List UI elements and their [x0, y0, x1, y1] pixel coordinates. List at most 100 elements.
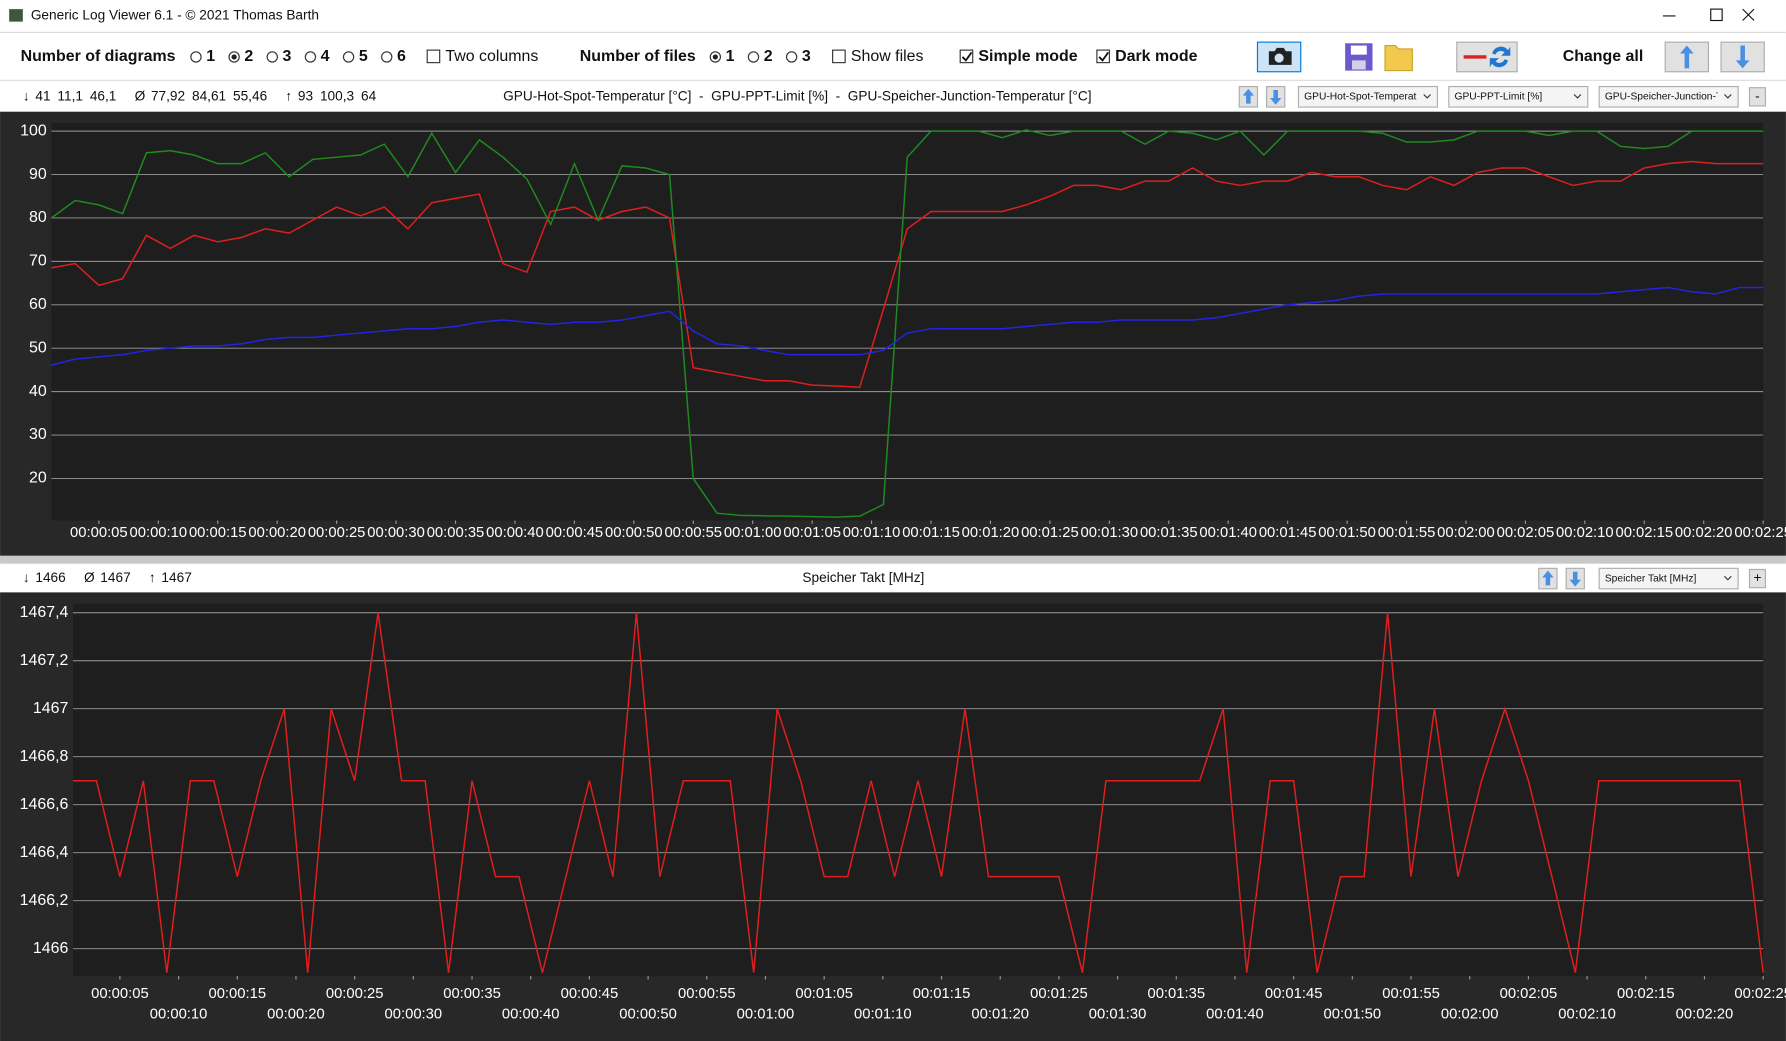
x-tick-label: 00:01:35	[1140, 525, 1198, 541]
stat-symbol: ↓	[23, 88, 30, 103]
y-tick-label: 60	[29, 296, 47, 313]
y-tick-label: 90	[29, 166, 47, 183]
arrow-icon	[1542, 570, 1554, 586]
checkbox-label: Dark mode	[1115, 48, 1198, 65]
radio-button[interactable]	[190, 51, 202, 63]
x-tick-label: 00:02:05	[1500, 986, 1558, 1002]
radio-label: 2	[764, 48, 773, 65]
x-tick-label: 00:02:00	[1437, 525, 1495, 541]
button-label: +	[1753, 570, 1761, 585]
x-tick-label: 00:01:55	[1382, 986, 1440, 1002]
x-tick-label: 00:00:50	[605, 525, 663, 541]
app-icon	[9, 9, 23, 22]
x-tick-label: 00:00:15	[189, 525, 247, 541]
diagram-title: Speicher Takt [MHz]	[802, 570, 924, 585]
stat-symbol: Ø	[135, 88, 146, 103]
window-title: Generic Log Viewer 6.1 - © 2021 Thomas B…	[31, 8, 319, 23]
remove-add-button[interactable]	[1748, 87, 1767, 107]
y-tick-label: 1466,8	[20, 748, 69, 765]
radio-button[interactable]	[266, 51, 278, 63]
diagram-title: GPU-Hot-Spot-Temperatur [°C] - GPU-PPT-L…	[503, 88, 1091, 103]
x-tick-label: 00:02:00	[1441, 1007, 1499, 1023]
radio-button[interactable]	[785, 51, 798, 63]
x-tick-label: 00:01:45	[1259, 525, 1317, 541]
dropdown-text: GPU-Speicher-Junction-Te	[1605, 92, 1727, 103]
dropdown-chevron	[1724, 94, 1732, 99]
x-tick-label: 00:00:50	[619, 1007, 677, 1023]
x-tick-label: 00:01:10	[854, 1007, 912, 1023]
button-label: -	[1755, 88, 1760, 103]
maximize-button[interactable]	[1710, 8, 1723, 22]
y-tick-label: 50	[29, 339, 47, 356]
stat-value: 46,1	[90, 88, 117, 103]
x-tick-label: 00:00:35	[427, 525, 485, 541]
checkbox[interactable]	[832, 49, 846, 64]
x-tick-label: 00:00:15	[208, 986, 266, 1002]
stat-value: 1467	[161, 570, 191, 585]
diagrams-label: Number of diagrams	[21, 48, 176, 65]
open-button[interactable]	[1384, 44, 1413, 72]
x-tick-label: 00:01:15	[902, 525, 960, 541]
x-tick-label: 00:00:25	[326, 986, 384, 1002]
x-tick-label: 00:00:55	[678, 986, 736, 1002]
radio-label: 1	[206, 48, 215, 65]
series-dropdown[interactable]	[1297, 85, 1438, 108]
radio-button[interactable]	[747, 51, 760, 63]
files-label: Number of files	[580, 48, 696, 65]
stat-symbol: ↑	[285, 88, 292, 103]
x-tick-label: 00:00:20	[248, 525, 306, 541]
series-line	[50, 129, 1764, 518]
series-dropdown[interactable]	[1448, 85, 1589, 108]
x-tick-label: 00:00:25	[308, 525, 366, 541]
radio-label: 6	[397, 48, 406, 65]
x-tick-label: 00:02:05	[1497, 525, 1555, 541]
x-tick-label: 00:01:25	[1021, 525, 1079, 541]
x-tick-label: 00:01:05	[795, 986, 853, 1002]
radio-label: 2	[244, 48, 253, 65]
radio-button[interactable]	[381, 51, 393, 63]
dropdown-chevron	[1724, 575, 1732, 581]
change-all-label: Change all	[1563, 48, 1644, 65]
x-tick-label: 00:01:25	[1030, 986, 1088, 1002]
stat-symbol: ↑	[149, 570, 156, 585]
camera-lens	[1274, 53, 1284, 63]
remove-add-button[interactable]	[1748, 568, 1767, 589]
stat-value: 93	[298, 88, 313, 103]
arrow-icon	[1269, 89, 1282, 105]
series-dropdown[interactable]	[1598, 567, 1739, 590]
x-tick-label: 00:01:05	[783, 525, 841, 541]
close-button[interactable]	[1742, 8, 1755, 21]
checkbox[interactable]	[959, 49, 974, 64]
down-arrow-icon	[1735, 45, 1750, 69]
up-arrow-icon	[1680, 45, 1694, 69]
radio-button[interactable]	[304, 51, 317, 63]
x-tick-label: 00:01:10	[843, 525, 901, 541]
checkbox[interactable]	[1096, 49, 1110, 64]
dropdown-text: Speicher Takt [MHz]	[1605, 573, 1697, 584]
diagram-header	[0, 563, 1786, 593]
stat-value: 11,1	[57, 88, 83, 103]
x-tick-label: 00:00:10	[150, 1007, 208, 1023]
x-tick-label: 00:02:25	[1734, 525, 1786, 541]
series-dropdown[interactable]	[1598, 85, 1739, 108]
x-tick-label: 00:01:50	[1324, 1007, 1382, 1023]
checkbox[interactable]	[426, 49, 441, 64]
x-tick-label: 00:00:55	[664, 525, 722, 541]
y-tick-label: 80	[29, 209, 47, 226]
x-tick-label: 00:00:30	[385, 1007, 443, 1023]
swap-icon-arrows	[1489, 46, 1511, 68]
radio-label: 1	[726, 48, 735, 65]
diagram-splitter	[0, 555, 1786, 564]
x-tick-label: 00:02:15	[1617, 986, 1675, 1002]
y-tick-label: 30	[29, 426, 47, 443]
radio-button[interactable]	[342, 51, 355, 63]
dropdown-chevron	[1423, 94, 1431, 99]
stat-symbol: ↓	[23, 570, 30, 585]
screenshot-button[interactable]	[1256, 41, 1302, 73]
dropdown-text: GPU-PPT-Limit [%]	[1455, 92, 1543, 103]
x-tick-label: 00:00:10	[130, 525, 188, 541]
stat-value: 84,61	[192, 88, 226, 103]
stat-symbol: Ø	[84, 570, 95, 585]
x-tick-label: 00:01:20	[971, 1007, 1029, 1023]
radio-label: 3	[283, 48, 292, 65]
